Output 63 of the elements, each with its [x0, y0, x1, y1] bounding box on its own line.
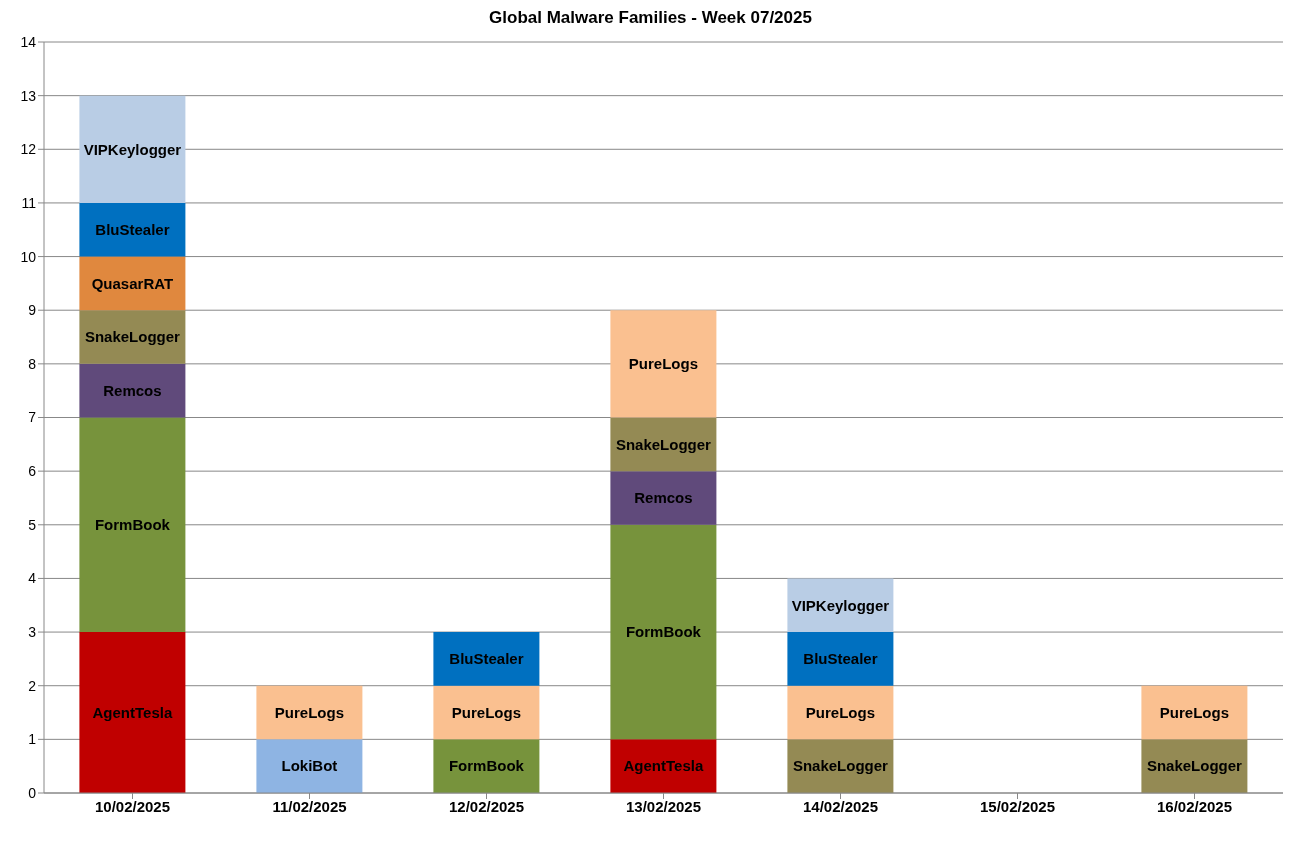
bar [610, 310, 717, 418]
bar [610, 524, 717, 740]
bar [1141, 685, 1248, 740]
y-tick-label: 7 [28, 409, 37, 426]
series-label: Remcos [103, 381, 162, 399]
bar [79, 202, 186, 257]
bar [79, 417, 186, 633]
y-tick-label: 9 [28, 302, 37, 319]
text: Remcos [634, 489, 693, 507]
text: PureLogs [805, 703, 875, 721]
series-label: SnakeLogger [84, 328, 181, 346]
y-tick-label: 3 [28, 624, 37, 641]
bar [433, 632, 540, 686]
y-tick-label: 1 [28, 731, 37, 748]
text: BluStealer [95, 221, 170, 238]
y-tick-label: 12 [20, 141, 37, 158]
bar [787, 632, 894, 686]
text: SnakeLogger [615, 435, 711, 453]
x-tick-label: 14/02/2025 [802, 797, 879, 815]
series-label: AgentTesla [92, 703, 173, 721]
y-tick-label: 6 [28, 463, 37, 480]
bar [79, 363, 186, 418]
bar [610, 471, 717, 525]
x-tick-label: 16/02/2025 [1156, 797, 1233, 815]
y-tick-label: 14 [20, 33, 37, 50]
bar [256, 739, 363, 793]
bar [256, 685, 363, 740]
text: VIPKeylogger [791, 596, 890, 614]
series-label: PureLogs [274, 703, 344, 721]
series-label: FormBook [94, 516, 171, 534]
x-tick-label: 11/02/2025 [272, 797, 347, 815]
x-tick-label: 10/02/2025 [94, 797, 171, 815]
y-tick-label: 2 [28, 677, 37, 694]
text: BluStealer [803, 650, 878, 668]
series-label: QuasarRAT [91, 274, 174, 292]
text: AgentTesla [623, 757, 704, 775]
x-tick-label: 12/02/2025 [448, 797, 525, 815]
y-tick-label: 0 [28, 784, 37, 801]
text: PureLogs [451, 703, 521, 721]
bar [433, 739, 540, 793]
text: SnakeLogger [792, 757, 888, 775]
series-label: BluStealer [449, 650, 524, 668]
text: PureLogs [628, 355, 698, 373]
y-tick-label: 11 [21, 194, 37, 211]
bar [433, 685, 540, 740]
y-tick-label: 8 [28, 355, 37, 372]
bar [787, 685, 894, 740]
y-tick-label: 10 [20, 248, 37, 265]
text: FormBook [448, 757, 524, 775]
bar [79, 632, 186, 793]
text: SnakeLogger [1146, 757, 1242, 775]
y-tick-label: 13 [20, 87, 37, 104]
series-label: VIPKeylogger [83, 140, 182, 158]
bar [79, 310, 186, 364]
y-tick-label: 4 [28, 570, 37, 587]
text: FormBook [625, 623, 701, 641]
series-label: LokiBot [281, 757, 338, 775]
x-tick-label: 15/02/2025 [979, 797, 1056, 815]
chart-title: Global Malware Families - Week 07/2025 [488, 8, 813, 28]
bar [79, 95, 186, 203]
y-tick-label: 5 [28, 516, 37, 533]
x-tick-label: 13/02/2025 [625, 797, 702, 815]
text: PureLogs [1159, 703, 1229, 721]
